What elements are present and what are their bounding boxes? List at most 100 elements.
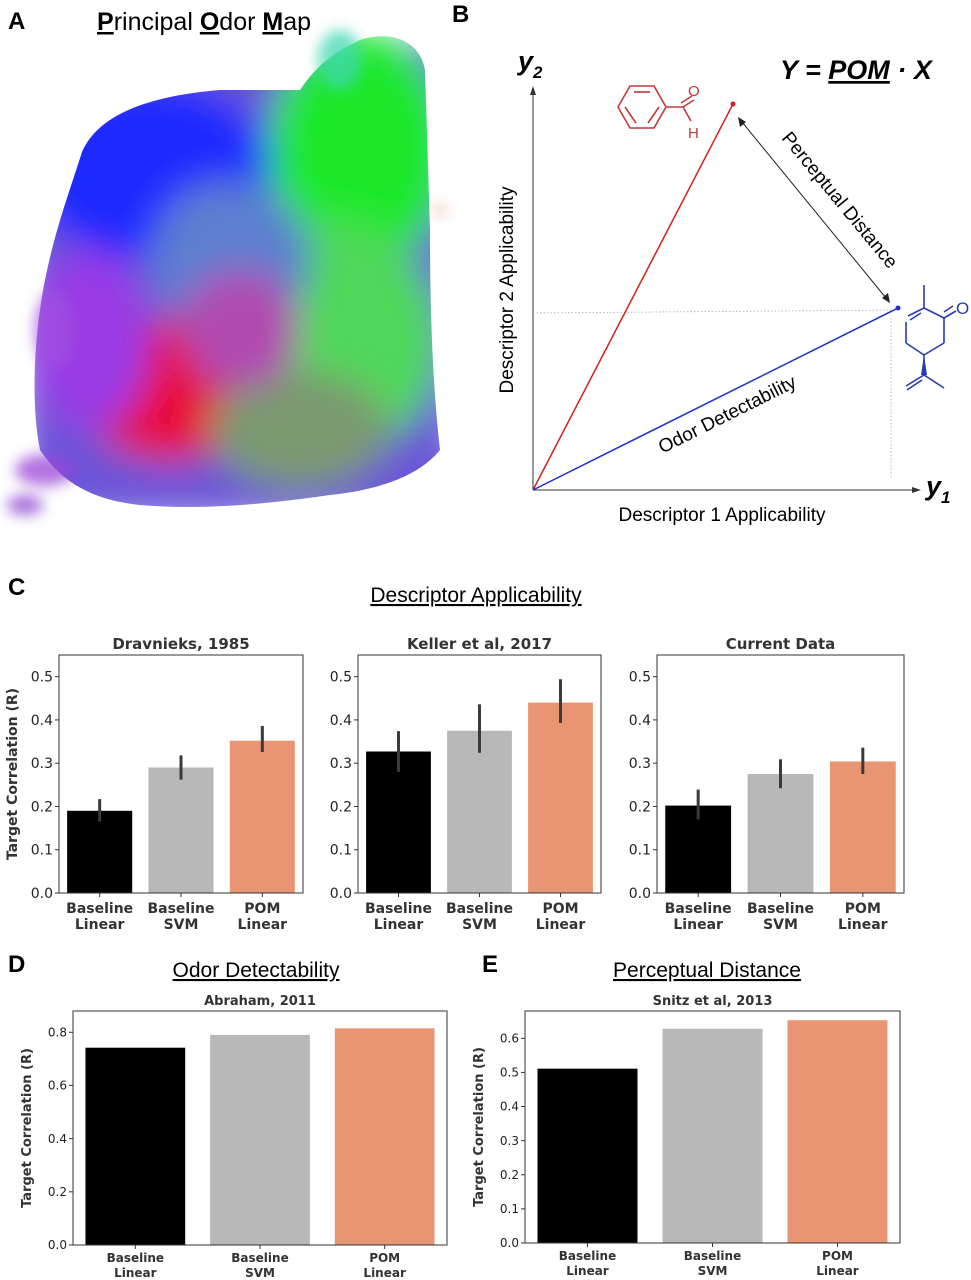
category-label: Baseline — [66, 901, 133, 917]
category-label: POM — [244, 901, 280, 917]
category-label: Linear — [114, 1266, 157, 1280]
category-label: Baseline — [446, 901, 513, 917]
map-title-p: P — [97, 8, 114, 36]
category-label: SVM — [245, 1266, 275, 1280]
y-tick-label: 0.2 — [500, 1168, 519, 1182]
y-tick-label: 0.4 — [48, 1132, 67, 1146]
chart-title: Snitz et al, 2013 — [653, 994, 773, 1009]
y-tick-label: 0.0 — [629, 886, 651, 902]
section-title-d: Odor Detectability — [173, 959, 340, 982]
arrowhead-top — [738, 117, 746, 127]
y-tick-label: 0.5 — [629, 670, 651, 686]
y-tick-label: 0.0 — [330, 886, 352, 902]
red-vector-point — [730, 101, 736, 107]
category-label: POM — [845, 901, 881, 917]
bar — [662, 1028, 763, 1243]
category-label: Baseline — [365, 901, 432, 917]
chart-title: Dravnieks, 1985 — [112, 635, 249, 653]
category-label: Linear — [363, 1266, 406, 1280]
chart-title: Current Data — [726, 635, 836, 653]
bar — [528, 702, 593, 893]
bar — [366, 751, 431, 893]
map-title-o: O — [200, 8, 219, 36]
red-vector — [532, 103, 734, 491]
y-tick-label: 0.2 — [31, 799, 53, 815]
y-tick-label: 0.1 — [500, 1202, 519, 1216]
chart-title: Keller et al, 2017 — [407, 635, 552, 653]
x-axis-label: Descriptor 1 Applicability — [619, 505, 826, 526]
category-label: SVM — [462, 917, 497, 933]
category-label: Linear — [816, 1264, 859, 1278]
category-label: Baseline — [684, 1249, 741, 1263]
odor-detectability-label: Odor Detectability — [655, 372, 800, 458]
category-label: POM — [822, 1249, 853, 1263]
y-axis-arrowhead — [530, 86, 536, 95]
y-tick-label: 0.3 — [629, 756, 651, 772]
map-title: Principal Odor Map — [97, 8, 311, 36]
y-tick-label: 0.3 — [330, 756, 352, 772]
category-label: POM — [369, 1251, 400, 1265]
category-label: Linear — [673, 917, 723, 933]
y-tick-label: 0.4 — [500, 1100, 519, 1114]
section-title-e: Perceptual Distance — [613, 959, 801, 982]
y-tick-label: 0.0 — [48, 1238, 67, 1252]
blue-vector — [532, 307, 899, 491]
y-tick-label: 0.1 — [330, 843, 352, 859]
bar — [148, 767, 214, 893]
y-tick-label: 0.5 — [330, 670, 352, 686]
y-tick-label: 0.5 — [500, 1066, 519, 1080]
benzaldehyde-o-atom: O — [688, 83, 700, 100]
y1-axis-name: y1 — [924, 471, 951, 507]
category-label: SVM — [698, 1264, 728, 1278]
y-tick-label: 0.1 — [31, 843, 53, 859]
y-tick-label: 0.2 — [330, 799, 352, 815]
panel-letter-b: B — [452, 1, 469, 28]
chart-dravnieks: BaselineLinearBaselineSVMPOMLinear0.00.1… — [5, 635, 304, 933]
panel-letter-c: C — [8, 574, 25, 601]
category-label: Baseline — [147, 901, 214, 917]
bar — [334, 1028, 435, 1245]
bar — [210, 1034, 310, 1245]
plot-frame — [72, 1010, 448, 1246]
y-tick-label: 0.4 — [629, 713, 651, 729]
panel-b: B Y = POM · X y2 y1 Descriptor 1 Applica… — [452, 1, 969, 526]
section-title-c: Descriptor Applicability — [370, 584, 582, 607]
bar — [67, 810, 133, 893]
category-label: Linear — [838, 917, 888, 933]
category-label: SVM — [763, 917, 798, 933]
map-title-m: M — [262, 8, 283, 36]
carvone-wedge — [921, 355, 927, 375]
chart-keller: BaselineLinearBaselineSVMPOMLinear0.00.1… — [330, 635, 602, 933]
bar — [85, 1047, 186, 1245]
odor-map-image — [7, 30, 446, 515]
guide-horizontal — [532, 309, 899, 314]
panel-letter-e: E — [482, 951, 498, 978]
carvone-o-atom: O — [956, 299, 969, 318]
y-axis-label: Target Correlation (R) — [5, 688, 21, 860]
panel-letter-d: D — [8, 951, 25, 978]
y-tick-label: 0.4 — [31, 713, 53, 729]
category-label: Linear — [536, 917, 586, 933]
chart-title: Abraham, 2011 — [204, 994, 316, 1009]
perceptual-distance-label: Perceptual Distance — [777, 128, 901, 273]
panel-letter-a: A — [8, 8, 25, 35]
perceptual-distance-arrow — [741, 121, 887, 299]
x-axis-arrowhead — [912, 487, 921, 493]
y-tick-label: 0.0 — [31, 886, 53, 902]
y-tick-label: 0.2 — [629, 799, 651, 815]
plot-frame — [357, 654, 602, 894]
y-tick-label: 0.6 — [48, 1079, 67, 1093]
y-tick-label: 0.1 — [629, 843, 651, 859]
bar — [537, 1068, 638, 1243]
y-tick-label: 0.6 — [500, 1031, 519, 1045]
y-tick-label: 0.2 — [48, 1185, 67, 1199]
equation: Y = POM · X — [780, 55, 934, 85]
category-label: Linear — [75, 917, 125, 933]
bar — [829, 761, 896, 893]
y-tick-label: 0.3 — [31, 756, 53, 772]
chart-snitz: BaselineLinearBaselineSVMPOMLinear0.00.1… — [472, 994, 901, 1278]
bar — [787, 1020, 888, 1243]
y-axis-label: Target Correlation (R) — [472, 1047, 487, 1207]
chart-current-data: BaselineLinearBaselineSVMPOMLinear0.00.1… — [629, 635, 905, 933]
